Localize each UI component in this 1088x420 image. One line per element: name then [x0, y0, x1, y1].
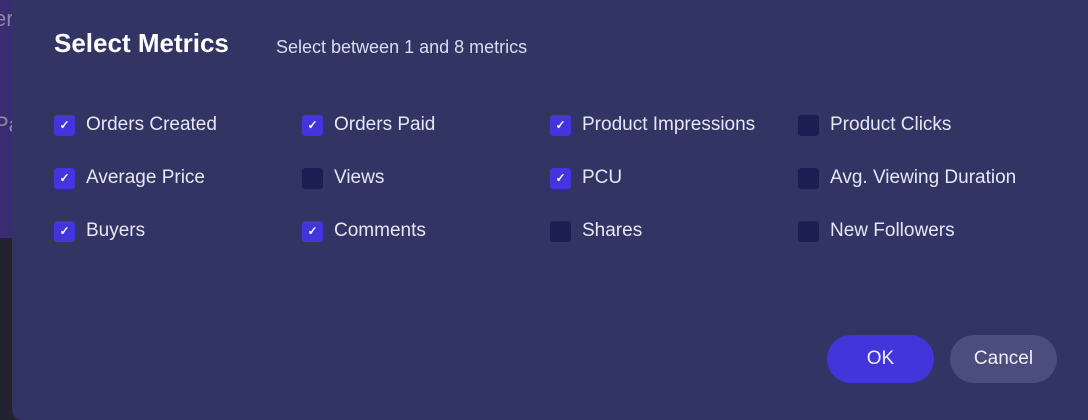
metric-checkbox-item[interactable]: ✓ Orders Created	[54, 114, 217, 136]
checkbox[interactable]: ✓	[54, 220, 75, 242]
dialog-subtitle: Select between 1 and 8 metrics	[276, 37, 528, 57]
metric-label: Orders Created	[86, 114, 217, 135]
check-icon: ✓	[59, 118, 70, 132]
checkbox[interactable]	[302, 167, 323, 189]
metric-checkbox-item[interactable]: ✓ Product Impressions	[550, 114, 755, 136]
checkbox[interactable]: ✓	[550, 114, 571, 136]
check-icon: ✓	[307, 224, 318, 238]
metric-label: New Followers	[830, 220, 955, 241]
metric-label: Product Impressions	[582, 114, 756, 135]
check-icon: ✓	[59, 224, 70, 238]
metric-checkbox-item[interactable]: Avg. Viewing Duration	[798, 167, 1016, 189]
background-text: er	[0, 6, 14, 31]
metric-label: Avg. Viewing Duration	[830, 167, 1017, 188]
check-icon: ✓	[307, 118, 318, 132]
metric-label: Product Clicks	[830, 114, 952, 135]
checkbox[interactable]	[798, 220, 819, 242]
checkbox[interactable]	[798, 114, 819, 136]
checkbox[interactable]: ✓	[54, 167, 75, 189]
metric-checkbox-item[interactable]: ✓ PCU	[550, 167, 622, 189]
metric-checkbox-item[interactable]: New Followers	[798, 220, 955, 242]
metric-label: Shares	[582, 220, 643, 241]
check-icon: ✓	[555, 171, 566, 185]
metric-checkbox-item[interactable]: Product Clicks	[798, 114, 951, 136]
check-icon: ✓	[59, 171, 70, 185]
checkbox[interactable]: ✓	[302, 114, 323, 136]
metric-checkbox-item[interactable]: Views	[302, 167, 384, 189]
ok-button[interactable]: OK	[827, 335, 934, 383]
cancel-button[interactable]: Cancel	[950, 335, 1057, 383]
checkbox[interactable]: ✓	[302, 220, 323, 242]
checkbox[interactable]: ✓	[54, 114, 75, 136]
checkbox[interactable]	[550, 220, 571, 242]
metric-checkbox-item[interactable]: ✓ Comments	[302, 220, 426, 242]
check-icon: ✓	[555, 118, 566, 132]
metric-checkbox-item[interactable]: Shares	[550, 220, 642, 242]
metric-checkbox-item[interactable]: ✓ Average Price	[54, 167, 205, 189]
metric-checkbox-item[interactable]: ✓ Buyers	[54, 220, 145, 242]
dialog-title: Select Metrics	[54, 28, 229, 58]
checkbox[interactable]	[798, 167, 819, 189]
checkbox[interactable]: ✓	[550, 167, 571, 189]
metric-checkbox-item[interactable]: ✓ Orders Paid	[302, 114, 435, 136]
metric-label: Average Price	[86, 167, 205, 188]
metric-label: Comments	[334, 220, 426, 241]
metric-label: Views	[334, 167, 385, 188]
metric-label: Buyers	[86, 220, 146, 241]
metric-label: PCU	[582, 167, 623, 188]
metric-label: Orders Paid	[334, 114, 436, 135]
